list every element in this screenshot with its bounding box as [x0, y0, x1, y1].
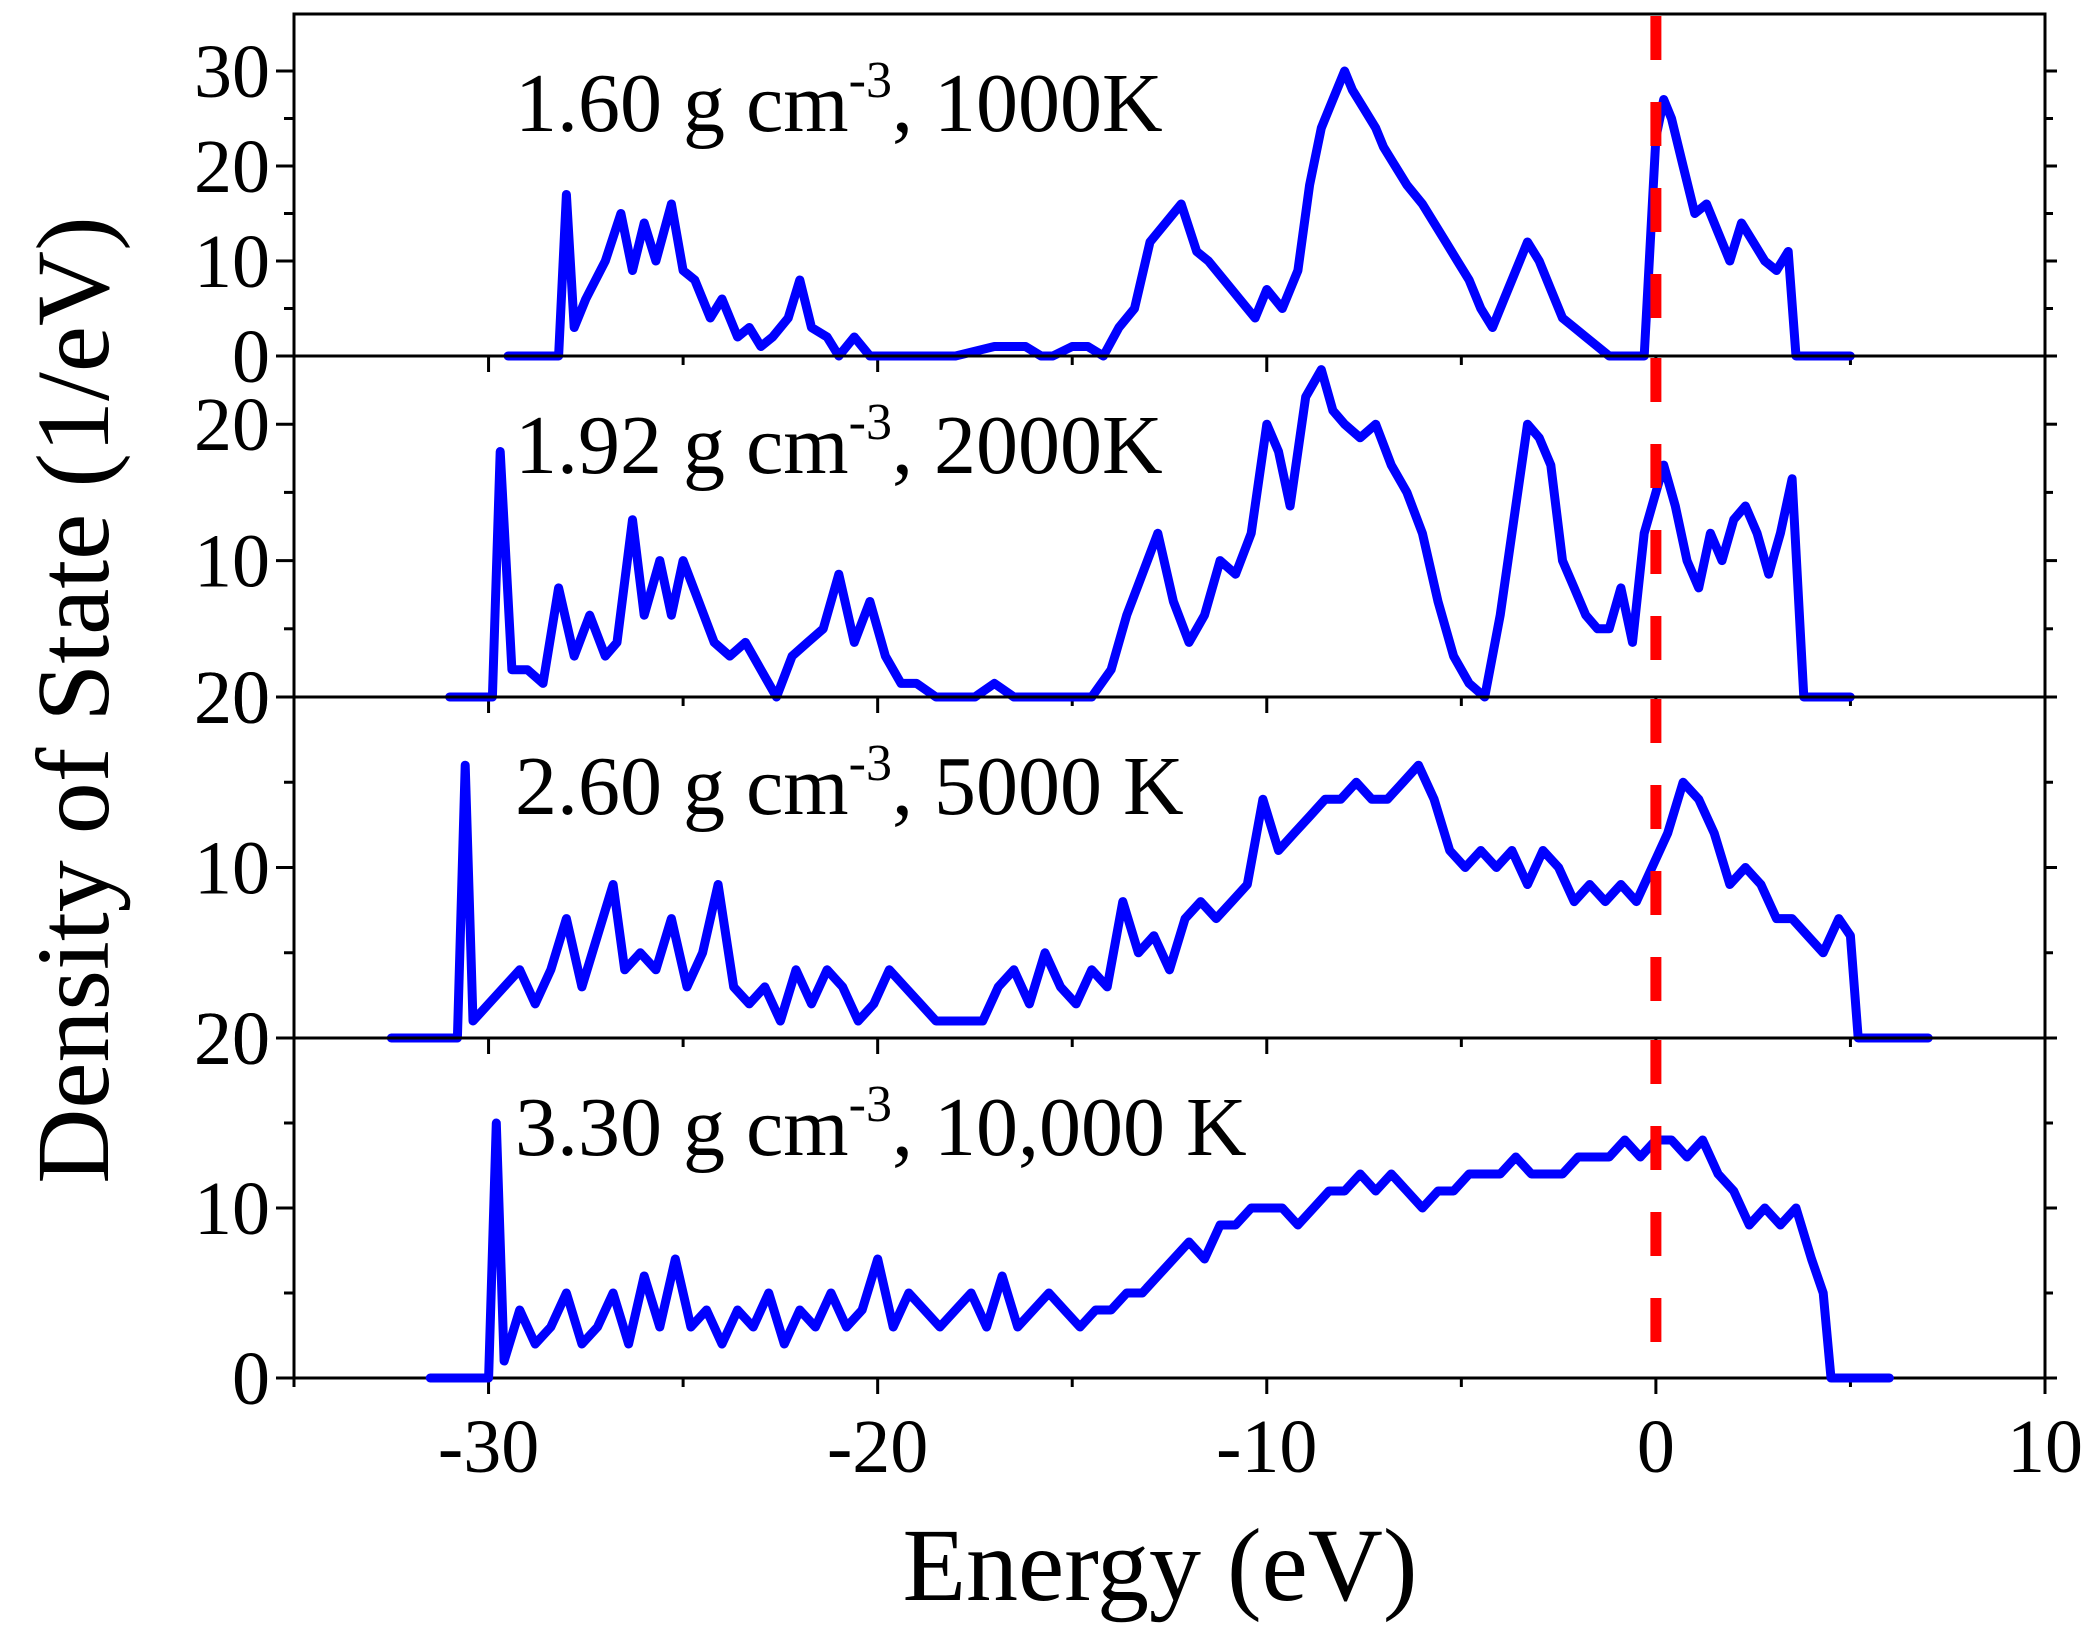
dos-curve — [386, 760, 1933, 1043]
dos-curve — [445, 365, 1855, 702]
panel-label: 3.30 g cm-3, 10,000 K — [515, 1076, 1247, 1174]
y-axis-title: Density of State (1/eV) — [16, 216, 131, 1184]
x-tick-label: -10 — [1216, 1405, 1317, 1489]
y-tick-label: 10 — [194, 220, 270, 304]
panel-label-main: 1.60 g cm — [515, 57, 849, 150]
dos-panel-2: 20 10 20 1.92 g cm-3, 2000K — [194, 354, 2057, 740]
x-tick-label: 0 — [1637, 1405, 1675, 1489]
panel-label-tail: , 2000K — [892, 399, 1163, 492]
y-tick-label: 30 — [194, 30, 270, 114]
y-tick-label: 20 — [194, 656, 270, 740]
panel-label: 1.92 g cm-3, 2000K — [515, 394, 1163, 492]
dos-curve — [425, 1118, 1894, 1383]
panel-label-sup: -3 — [849, 52, 892, 109]
y-tick-label: 20 — [194, 997, 270, 1081]
x-tick-label: 10 — [2007, 1405, 2083, 1489]
y-tick-label: 10 — [194, 1167, 270, 1251]
x-axis-title: Energy (eV) — [903, 1508, 1418, 1623]
y-tick-label: 10 — [194, 520, 270, 604]
panel-label: 2.60 g cm-3, 5000 K — [515, 735, 1184, 833]
dos-panel-4: 0 10 20 -30 -20 -10 0 10 3.30 g cm-3, 10,000 K — [194, 997, 2083, 1489]
y-tick-label: 20 — [194, 125, 270, 209]
panel-label: 1.60 g cm-3, 1000K — [515, 52, 1163, 150]
y-tick-label: 10 — [194, 827, 270, 911]
y-tick-label: 20 — [194, 656, 270, 740]
panel-label-main: 1.92 g cm — [515, 399, 849, 492]
y-tick-label: 0 — [232, 315, 270, 399]
dos-panel-1: 0 10 20 30 1.60 g cm-3, 1000K — [194, 12, 2057, 399]
panel-label-sup: -3 — [849, 735, 892, 792]
dos-panel-3: 20 10 20 2.60 g cm-3, 5000 K — [194, 656, 2057, 1081]
x-tick-label: -30 — [438, 1405, 539, 1489]
panel-label-tail: , 5000 K — [892, 740, 1184, 833]
y-tick-label: 0 — [232, 1337, 270, 1421]
y-tick-label: 20 — [194, 997, 270, 1081]
x-tick-label: -20 — [827, 1405, 928, 1489]
panel-label-main: 3.30 g cm — [515, 1081, 849, 1174]
panel-label-tail: , 10,000 K — [892, 1081, 1247, 1174]
panel-label-sup: -3 — [849, 1076, 892, 1133]
dos-curve — [503, 66, 1855, 361]
panel-label-sup: -3 — [849, 394, 892, 451]
y-tick-label: 20 — [194, 383, 270, 467]
panel-label-tail: , 1000K — [892, 57, 1163, 150]
panel-label-main: 2.60 g cm — [515, 740, 849, 833]
